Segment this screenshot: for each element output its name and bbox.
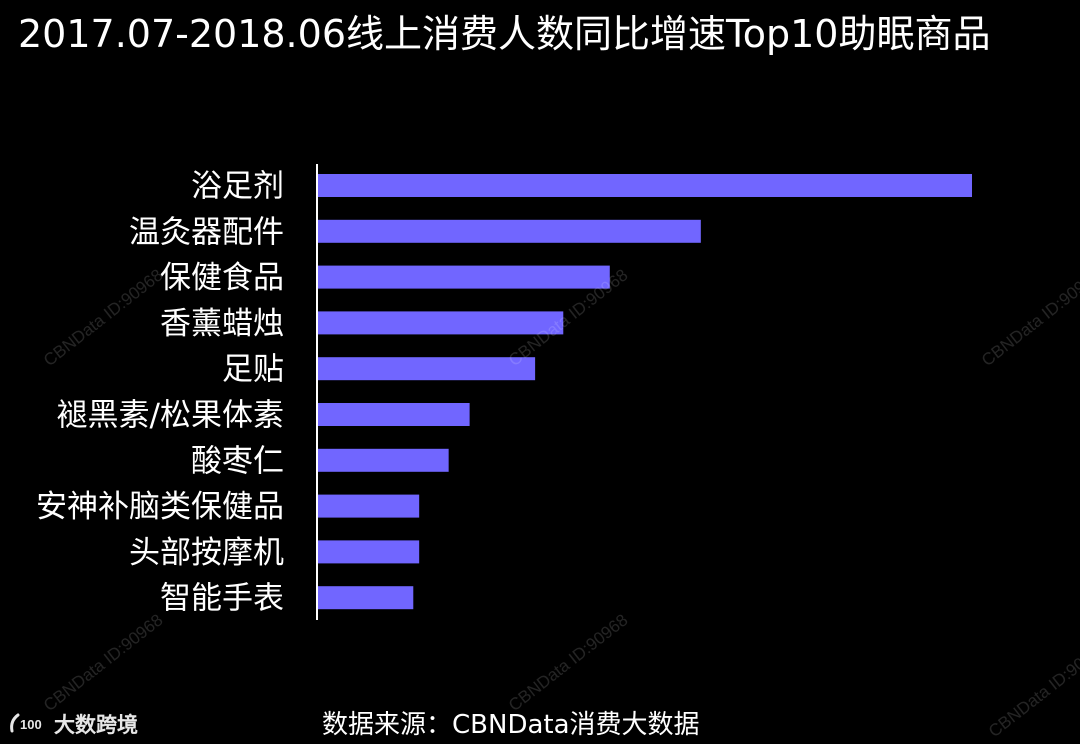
category-label-5: 足贴 [222, 352, 284, 388]
brand-name: 大数跨境 [54, 713, 138, 737]
category-label-9: 头部按摩机 [129, 535, 284, 571]
brand-logo: 100 大数跨境 [8, 708, 138, 740]
bar-6 [317, 403, 470, 426]
chart-title: 2017.07-2018.06线上消费人数同比增速Top10助眠商品 [18, 12, 991, 56]
brand-logo-number: 100 [20, 717, 42, 732]
category-label-1: 浴足剂 [191, 169, 284, 205]
bar-10 [317, 586, 414, 610]
category-labels-layer: 浴足剂温灸器配件保健食品香薰蜡烛足贴褪黑素/松果体素酸枣仁安神补脑类保健品头部按… [36, 169, 284, 617]
category-label-3: 保健食品 [160, 260, 284, 296]
category-label-10: 智能手表 [160, 581, 284, 617]
category-label-8: 安神补脑类保健品 [36, 489, 284, 525]
bars-layer [317, 174, 972, 610]
category-label-4: 香薰蜡烛 [160, 306, 284, 342]
bar-7 [317, 448, 449, 472]
category-label-6: 褪黑素/松果体素 [57, 398, 284, 434]
bar-2 [317, 219, 701, 243]
category-label-7: 酸枣仁 [191, 443, 284, 479]
category-label-2: 温灸器配件 [129, 214, 284, 250]
bar-4 [317, 311, 564, 335]
bar-9 [317, 540, 420, 564]
data-source-note: 数据来源：CBNData消费大数据 [322, 710, 700, 740]
brand-logo-icon: 100 [10, 713, 42, 733]
bar-3 [317, 265, 610, 289]
bar-8 [317, 494, 420, 518]
bar-5 [317, 357, 536, 381]
bar-1 [317, 174, 972, 197]
